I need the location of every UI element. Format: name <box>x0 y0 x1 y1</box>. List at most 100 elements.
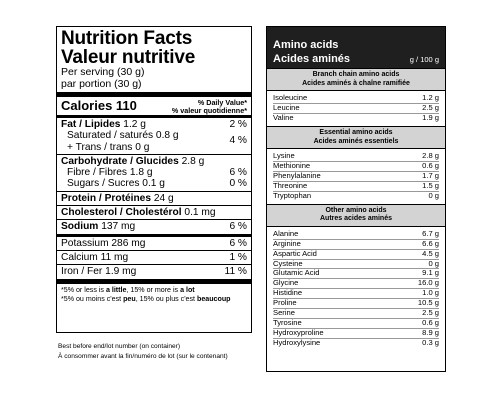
amino-value: 0 g <box>428 258 439 268</box>
divider-mid <box>57 115 251 118</box>
nutrition-title-fr: Valeur nutritive <box>61 47 196 68</box>
amino-row: Tryptophan 0 g <box>273 190 439 201</box>
amino-section-title-en: Other amino acids <box>325 206 387 214</box>
divider <box>57 190 251 192</box>
amino-sections: Branch chain amino acids Acides aminés à … <box>267 68 445 351</box>
amino-row: Lysine 2.8 g <box>273 151 439 162</box>
amino-row: Histidine 1.0 g <box>273 288 439 300</box>
amino-name: Serine <box>273 308 295 318</box>
amino-name: Glycine <box>273 278 299 288</box>
amino-row: Serine 2.5 g <box>273 308 439 319</box>
divider <box>57 264 251 266</box>
amino-name: Methionine <box>273 161 311 170</box>
amino-title: Amino acids Acides aminés <box>273 38 350 66</box>
amino-row: Arginine 6.6 g <box>273 239 439 250</box>
amino-name: Hydroxylysine <box>273 337 321 347</box>
amino-value: 2.8 g <box>422 151 439 161</box>
carb-label: Carbohydrate / Glucides <box>61 155 179 167</box>
amino-value: 10.5 g <box>417 298 439 308</box>
amino-name: Isoleucine <box>273 93 308 103</box>
fat-value: 1.2 g <box>123 119 146 130</box>
amino-value: 1.9 g <box>422 113 439 122</box>
amino-row: Hydroxyproline 8.9 g <box>273 327 439 339</box>
amino-row: Leucine 2.5 g <box>273 103 439 114</box>
footnote: *5% or less is a little, 15% or more is … <box>61 284 247 304</box>
iron-line: Iron / Fer 1.9 mg <box>61 266 137 278</box>
best-before-en: Best before end/lot number (on container… <box>58 343 181 350</box>
amino-name: Lysine <box>273 151 295 161</box>
fat-row: Fat / Lipides 1.2 g 2 % <box>61 119 247 130</box>
calories-row: Calories 110 % Daily Value* % valeur quo… <box>61 97 247 115</box>
amino-row: Alanine 6.7 g <box>273 228 439 240</box>
protein-value: 24 g <box>153 192 174 204</box>
amino-row: Proline 10.5 g <box>273 298 439 310</box>
carb-group: Carbohydrate / Glucides 2.8 g Fibre / Fi… <box>61 155 247 191</box>
calcium-line: Calcium 11 mg <box>61 251 129 263</box>
footnote-fr: *5% ou moins c'est peu, 15% ou plus c'es… <box>61 295 247 304</box>
divider-thick <box>57 278 251 284</box>
amino-unit: g / 100 g <box>409 55 439 64</box>
sugars-row: Sugars / Sucres 0.1 g 0 % <box>61 178 247 189</box>
cholesterol-row: Cholesterol / Cholestérol 0.1 mg <box>61 206 247 219</box>
amino-section-title-fr: Acides aminés essentiels <box>313 137 399 145</box>
amino-value: 2.5 g <box>422 308 439 318</box>
sodium-text: Sodium 137 mg <box>61 221 135 232</box>
amino-section-header: Branch chain amino acids Acides aminés à … <box>267 68 445 92</box>
divider <box>57 153 251 155</box>
amino-value: 0.3 g <box>422 337 439 347</box>
amino-row: Cysteine 0 g <box>273 258 439 270</box>
sugars-line: Sugars / Sucres 0.1 g <box>67 178 165 190</box>
sodium-pct: 6 % <box>229 221 247 233</box>
amino-name: Tryptophan <box>273 190 312 200</box>
amino-value: 16.0 g <box>417 278 439 288</box>
divider-thick <box>57 92 251 97</box>
calories-label: Calories 110 <box>61 98 137 113</box>
amino-value: 6.7 g <box>422 228 439 238</box>
sodium-row: Sodium 137 mg 6 % <box>61 220 247 233</box>
cholesterol-label: Cholesterol / Cholestérol <box>61 207 182 219</box>
divider <box>57 249 251 251</box>
potassium-row: Potassium 286 mg 6 % <box>61 237 247 250</box>
footnote-en: *5% or less is a little, 15% or more is … <box>61 286 247 295</box>
amino-name: Hydroxyproline <box>273 327 324 337</box>
amino-value: 2.5 g <box>422 103 439 113</box>
amino-name: Alanine <box>273 228 299 238</box>
amino-row: Tyrosine 0.6 g <box>273 317 439 329</box>
amino-section-title-en: Branch chain amino acids <box>312 71 400 78</box>
sodium-label: Sodium <box>61 221 99 233</box>
amino-name: Histidine <box>273 288 303 298</box>
amino-row: Phenylalanine 1.7 g <box>273 171 439 182</box>
fibre-row: Fibre / Fibres 1.8 g 6 % <box>61 167 247 178</box>
footnote-fr-part: *5% ou moins c'est <box>61 294 124 303</box>
amino-row: Methionine 0.6 g <box>273 161 439 172</box>
divider <box>57 205 251 207</box>
cholesterol-text: Cholesterol / Cholestérol 0.1 mg <box>61 207 216 218</box>
divider <box>57 219 251 221</box>
amino-value: 1.2 g <box>422 93 439 103</box>
amino-row: Glutamic Acid 9.1 g <box>273 268 439 280</box>
carb-text: Carbohydrate / Glucides 2.8 g <box>61 156 204 167</box>
best-before-note: Best before end/lot number (on container… <box>58 342 228 361</box>
amino-name: Glutamic Acid <box>273 268 320 278</box>
footnote-en-lot: a lot <box>180 285 195 294</box>
amino-value: 1.0 g <box>422 288 439 298</box>
saturated-trans-row: Saturated / saturés 0.8 g + Trans / tran… <box>61 130 247 153</box>
saturated-pct: 4 % <box>229 135 247 147</box>
amino-section-header: Essential amino acids Acides aminés essen… <box>267 125 445 150</box>
amino-name: Tyrosine <box>273 317 302 327</box>
amino-name: Cysteine <box>273 258 303 268</box>
amino-section-title-en: Essential amino acids <box>319 128 393 136</box>
amino-section-title-fr: Autres acides aminés <box>320 215 392 223</box>
best-before-fr: À consommer avant la fin/numéro de lot (… <box>58 352 228 360</box>
amino-name: Aspartic Acid <box>273 248 317 258</box>
sugars-pct: 0 % <box>229 178 247 190</box>
protein-label: Protein / Protéines <box>61 192 152 204</box>
nutrition-title-en: Nutrition Facts <box>61 28 193 49</box>
amino-header: Amino acids Acides aminés g / 100 g <box>267 27 445 68</box>
amino-list: Lysine 2.8 g Methionine 0.6 g Phenylalanine 1… <box>267 149 445 204</box>
amino-row: Glycine 16.0 g <box>273 278 439 290</box>
amino-row: Isoleucine 1.2 g <box>273 93 439 105</box>
saturated-trans-text: Saturated / saturés 0.8 g + Trans / tran… <box>67 130 179 153</box>
amino-title-fr: Acides aminés <box>273 53 351 65</box>
potassium-pct: 6 % <box>229 237 247 249</box>
